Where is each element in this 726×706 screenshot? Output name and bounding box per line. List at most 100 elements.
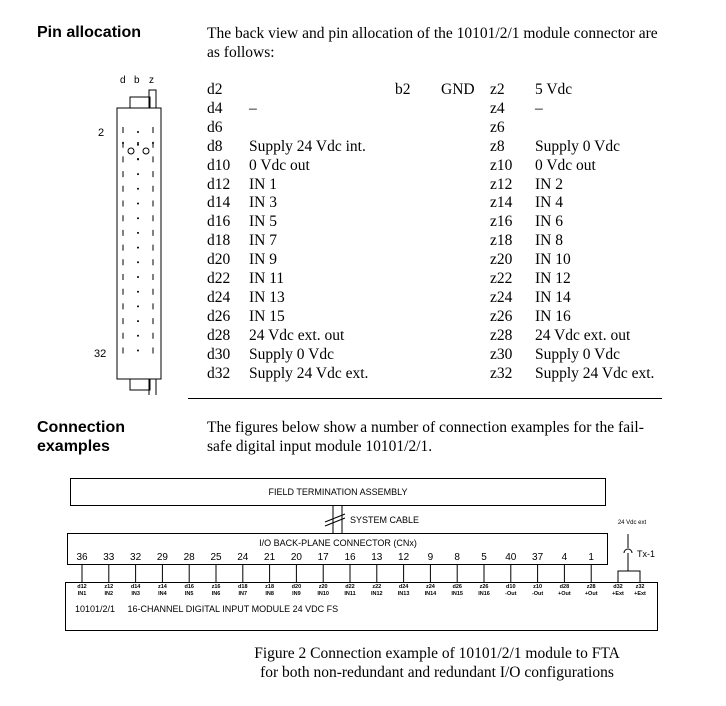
pin-function: IN 13 [249,288,285,306]
module-signal: IN6 [212,591,221,597]
pin-function: IN 5 [249,213,277,231]
module-signal: IN13 [398,591,410,597]
module-signal: IN3 [131,591,140,597]
module-pin: z32 [636,584,645,590]
b-contact-dot [137,202,139,205]
module-pin: z18 [265,584,274,590]
b-contact-dot [137,143,139,146]
backplane-pin-number: 36 [76,552,88,563]
pin-function: IN 16 [535,307,571,325]
backplane-pin-number: 5 [481,552,487,563]
module-signal: IN5 [185,591,194,597]
pin-function: Supply 0 Vdc [249,345,334,363]
supply-label: 24 Vdc ext [618,520,647,526]
pin-function: Supply 0 Vdc [535,137,620,155]
pin-number: d20 [207,251,231,269]
pin-function: IN 6 [535,213,563,231]
module-signal: IN8 [265,591,274,597]
pin-number: d12 [207,175,231,193]
pin-number: d30 [207,345,231,363]
pin-function: IN 14 [535,288,571,306]
module-signal: +Ext [612,591,624,597]
column-b-label: b [134,75,140,86]
b-contact-dot [137,131,139,133]
backplane-pin-number: 16 [344,552,356,563]
module-label: 10101/2/1 16-CHANNEL DIGITAL INPUT MODUL… [75,604,338,614]
module-pin: d22 [345,584,354,590]
contact-dot [122,142,124,144]
module-pin: z24 [426,584,436,590]
pin-number: d8 [207,137,223,155]
pin-function: IN 1 [249,175,277,193]
pin-function: 0 Vdc out [249,156,310,174]
pin-function: IN 15 [249,307,285,325]
b-contact-dot [137,349,139,352]
backplane-pin-number: 40 [505,552,517,563]
b-contact-dot [137,290,139,293]
module-signal: -Out [505,591,516,597]
pin-number: z28 [490,326,513,344]
module-signal: -Out [532,591,543,597]
backplane-pin-number: 32 [130,552,142,563]
pin-function: IN 4 [535,194,563,212]
pin-number: d10 [207,156,231,174]
backplane-pin-number: 21 [264,552,276,563]
module-signal: IN12 [371,591,383,597]
pin-function: Supply 24 Vdc ext. [535,364,655,382]
b-contact-dot [137,261,139,264]
pin-number: d18 [207,232,231,250]
pin-function: Supply 0 Vdc [535,345,620,363]
pin-function: IN 10 [535,251,571,269]
module-pin: z14 [158,584,168,590]
b-contact-dot [137,305,139,308]
module-pin: d32 [613,584,622,590]
column-d-label: d [120,75,126,86]
b-contact-dot [137,217,139,220]
backplane-pin-number: 37 [532,552,544,563]
module-pin: z22 [372,584,381,590]
pin-b2: b2 [395,81,411,98]
pin-number: d4 [207,99,223,117]
contact-dot [152,142,154,144]
module-pin: d10 [506,584,515,590]
module-signal: IN11 [344,591,355,597]
coding-hole [142,147,150,155]
module-pin: z12 [104,584,113,590]
module-signal: IN1 [78,591,87,597]
pin-number: z16 [490,213,513,231]
pin-number: z2 [490,81,505,98]
connection-diagram: FIELD TERMINATION ASSEMBLY SYSTEM CABLE … [65,478,658,631]
module-signal: IN10 [317,591,329,597]
pin-allocation-intro: The back view and pin allocation of the … [207,25,658,61]
pin-number: z6 [490,118,505,136]
pin-function: IN 12 [535,270,571,287]
module-pin: d26 [452,584,461,590]
contact-dot [137,158,139,160]
section-divider [188,398,662,399]
pin-function: Supply 24 Vdc ext. [249,364,369,382]
pin-number: d14 [207,194,231,212]
backplane-pin-number: 13 [371,552,383,563]
pin-number: z8 [490,137,505,155]
backplane-pin-number: 25 [210,552,222,563]
backplane-pin-number: 33 [103,552,115,563]
b-contact-dot [137,334,139,337]
fta-label: FIELD TERMINATION ASSEMBLY [268,487,407,497]
pin-number: z32 [490,364,513,382]
row-32-label: 32 [94,348,106,360]
contact-dot [137,142,139,144]
backplane-pin-number: 24 [237,552,249,563]
pin-number: z30 [490,345,513,363]
module-pin: d18 [238,584,247,590]
pin-number: d2 [207,81,223,98]
module-signal: +Out [585,591,598,597]
connection-examples-heading: Connection examples [37,419,125,455]
backplane-pin-number: 17 [318,552,330,563]
b-contact-dot [137,231,139,234]
b-contact-dot [137,173,139,176]
module-signal: +Ext [634,591,646,597]
module-pin: d20 [292,584,301,590]
pin-number: z18 [490,232,513,250]
connector-back-view: d b z 2 32 [94,75,162,395]
module-pin: z10 [533,584,542,590]
